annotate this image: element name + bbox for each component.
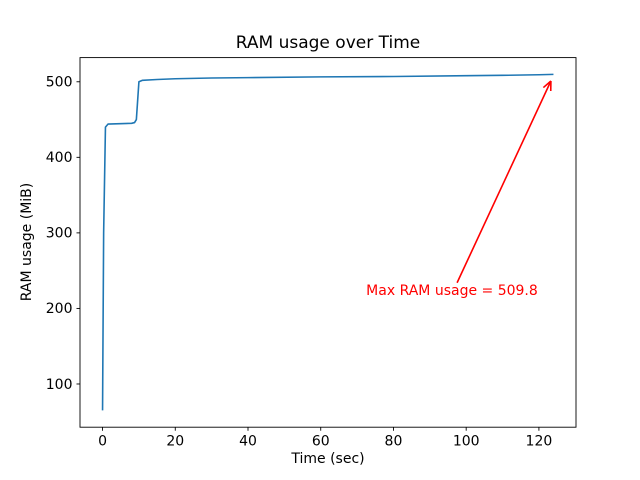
- x-tick-label: 120: [526, 434, 553, 450]
- x-tick-label: 0: [98, 434, 107, 450]
- x-tick-label: 40: [239, 434, 257, 450]
- y-tick-label: 300: [46, 226, 73, 242]
- x-tick-label: 20: [166, 434, 184, 450]
- ram-usage-line: [101, 73, 554, 411]
- chart-title: RAM usage over Time: [235, 33, 421, 53]
- x-tick-label: 80: [385, 434, 403, 450]
- y-tick-label: 500: [46, 75, 73, 91]
- max-ram-annotation: Max RAM usage = 509.8: [366, 283, 538, 300]
- y-tick-label: 400: [46, 150, 73, 166]
- annotation-arrow-shaft: [456, 80, 552, 284]
- x-tick-label: 100: [453, 434, 480, 450]
- y-tick-label: 100: [46, 377, 73, 393]
- x-tick-label: 60: [312, 434, 330, 450]
- axes-frame: [79, 57, 577, 428]
- annotation-arrow-head: [542, 80, 552, 89]
- y-axis-label: RAM usage (MiB): [19, 182, 35, 302]
- x-axis-label: Time (sec): [291, 451, 365, 467]
- y-tick-label: 200: [46, 301, 73, 317]
